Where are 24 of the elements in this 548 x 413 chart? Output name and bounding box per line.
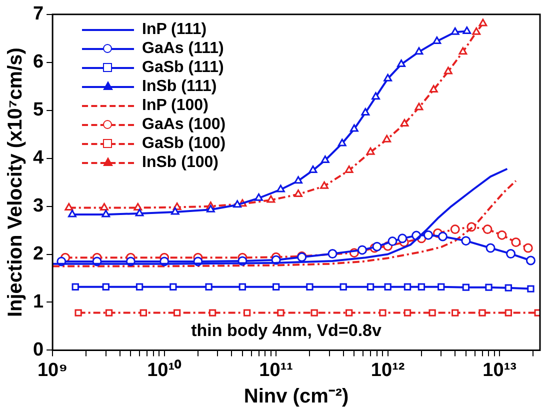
x-tick-label: 10¹⁰ xyxy=(147,358,182,381)
legend-label: InSb (111) xyxy=(142,78,217,96)
y-tick-label: 3 xyxy=(32,196,44,217)
x-tick-label: 10¹¹ xyxy=(259,360,293,381)
y-tick-label: 6 xyxy=(32,52,44,73)
annotation: thin body 4nm, Vd=0.8v xyxy=(191,321,382,340)
legend-label: InSb (100) xyxy=(142,154,218,172)
y-tick-label: 4 xyxy=(32,148,44,169)
y-tick-label: 7 xyxy=(32,4,44,25)
x-axis-title: Ninv (cm⁻²) xyxy=(244,386,349,408)
y-tick-label: 0 xyxy=(32,339,44,360)
y-tick-label: 1 xyxy=(32,291,44,312)
x-tick-label: 10¹³ xyxy=(482,360,516,381)
legend-label: GaSb (111) xyxy=(142,58,224,76)
y-tick-label: 5 xyxy=(32,100,44,121)
y-tick-label: 2 xyxy=(32,243,44,264)
legend-label: GaAs (111) xyxy=(142,40,224,58)
legend-label: InP (111) xyxy=(142,20,207,38)
legend-label: GaSb (100) xyxy=(142,134,226,152)
y-axis-title: Injection Velocity (x10⁷cm/s) xyxy=(4,48,27,318)
legend-label: InP (100) xyxy=(142,96,208,114)
x-tick-label: 10¹² xyxy=(370,360,405,381)
legend-label: GaAs (100) xyxy=(142,116,226,134)
x-tick-label: 10⁹ xyxy=(37,360,68,381)
